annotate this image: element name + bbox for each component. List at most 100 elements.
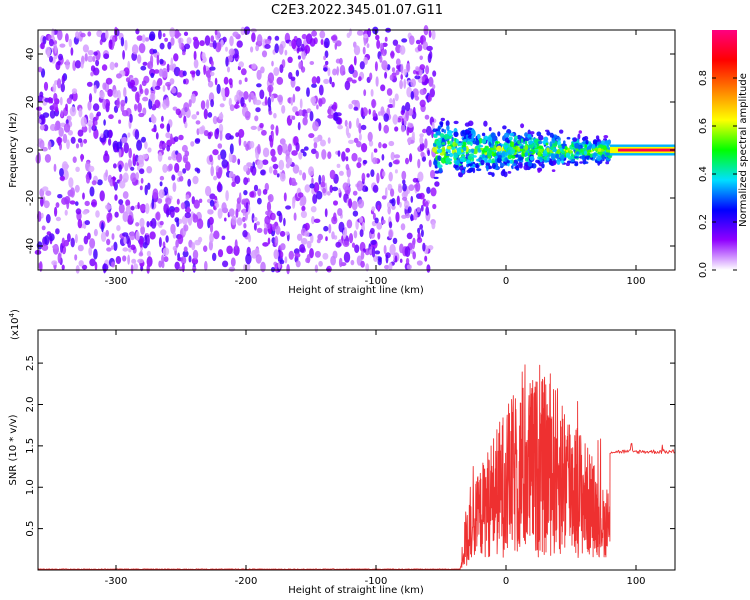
heatmap-cell [432,146,438,153]
heatmap-cell [243,177,249,186]
heatmap-cell [557,140,561,146]
heatmap-cell [467,163,473,167]
heatmap-cell [422,128,427,134]
heatmap-cell [253,216,258,222]
heatmap-cell [55,228,60,235]
heatmap-cell [159,123,165,129]
heatmap-cell [560,154,565,161]
heatmap-cell [435,131,440,136]
heatmap-cell [327,114,334,119]
heatmap-cell [84,220,91,226]
heatmap-cell [543,136,549,142]
heatmap-cell [439,133,445,138]
heatmap-cell [235,132,240,138]
heatmap-cell [183,102,190,112]
heatmap-cell [592,144,596,149]
heatmap-cell [509,160,513,164]
heatmap-cell [212,252,217,262]
heatmap-cell [166,145,171,152]
heatmap-cell [118,148,122,158]
heatmap-cell [375,34,380,41]
heatmap-cell [141,136,146,143]
heatmap-cell [297,122,301,131]
heatmap-cell [306,108,312,114]
heatmap-cell [394,255,398,263]
heatmap-cell [354,244,360,253]
y-tick-label: 2.5 [25,355,36,371]
heatmap-cell [288,157,293,165]
heatmap-cell [390,188,395,197]
heatmap-cell [405,213,411,219]
heatmap-cell [410,213,414,222]
heatmap-cell [270,124,275,131]
heatmap-cell [198,198,203,203]
heatmap-cell [279,64,284,74]
heatmap-cell [207,132,212,140]
heatmap-cell [238,79,242,85]
heatmap-cell [396,195,400,206]
heatmap-cell [302,151,307,157]
heatmap-cell [81,125,88,133]
heatmap-cell [144,203,150,214]
heatmap-cell [402,196,408,201]
heatmap-cell [392,114,399,125]
heatmap-cell [387,104,394,108]
heatmap-cell [139,204,146,211]
heatmap-cell [157,151,163,162]
heatmap-cell [295,37,302,48]
heatmap-cell [172,182,177,193]
heatmap-cell [124,162,129,172]
heatmap-cell [462,139,467,143]
heatmap-cell [109,61,115,71]
heatmap-cell [229,104,235,112]
heatmap-cell [218,166,223,176]
heatmap-cell [449,152,454,158]
heatmap-cell [296,233,303,241]
heatmap-cell [417,171,424,182]
heatmap-cell [320,181,326,188]
heatmap-cell [229,135,234,140]
heatmap-cell [212,40,217,50]
heatmap-cell [262,147,270,158]
heatmap-cell [139,238,144,248]
heatmap-cell [374,250,381,255]
heatmap-cell [316,238,321,244]
heatmap-cell [83,138,88,144]
heatmap-cell [503,142,508,146]
heatmap-cell [271,60,274,67]
heatmap-cell [507,171,512,174]
heatmap-cell [393,154,401,159]
heatmap-cell [52,102,58,111]
heatmap-cell [276,76,284,85]
heatmap-cell [283,192,287,202]
heatmap-cell [209,232,214,244]
heatmap-cell [297,192,304,198]
heatmap-cell [588,144,592,150]
heatmap-cell [399,79,403,90]
heatmap-cell [65,103,68,112]
heatmap-cell [101,64,108,71]
heatmap-cell [326,191,331,196]
heatmap-cell [182,51,186,56]
heatmap-cell [491,133,495,138]
heatmap-cell [122,211,129,223]
heatmap-cell [491,137,495,145]
heatmap-cell [93,248,98,260]
heatmap-cell [113,241,118,251]
heatmap-cell [419,64,426,71]
heatmap-cell [449,140,453,146]
heatmap-cell [181,144,188,153]
heatmap-cell [432,84,436,90]
heatmap-cell [162,85,166,92]
heatmap-cell [306,87,310,97]
heatmap-cell [360,260,365,268]
heatmap-cell [598,144,604,149]
heatmap-cell [603,135,609,139]
heatmap-cell [433,176,439,180]
heatmap-cell [299,200,304,206]
heatmap-cell [453,131,459,138]
heatmap-cell [174,162,180,173]
heatmap-cell [298,109,303,116]
heatmap-cell [114,211,119,218]
heatmap-cell [236,40,243,48]
